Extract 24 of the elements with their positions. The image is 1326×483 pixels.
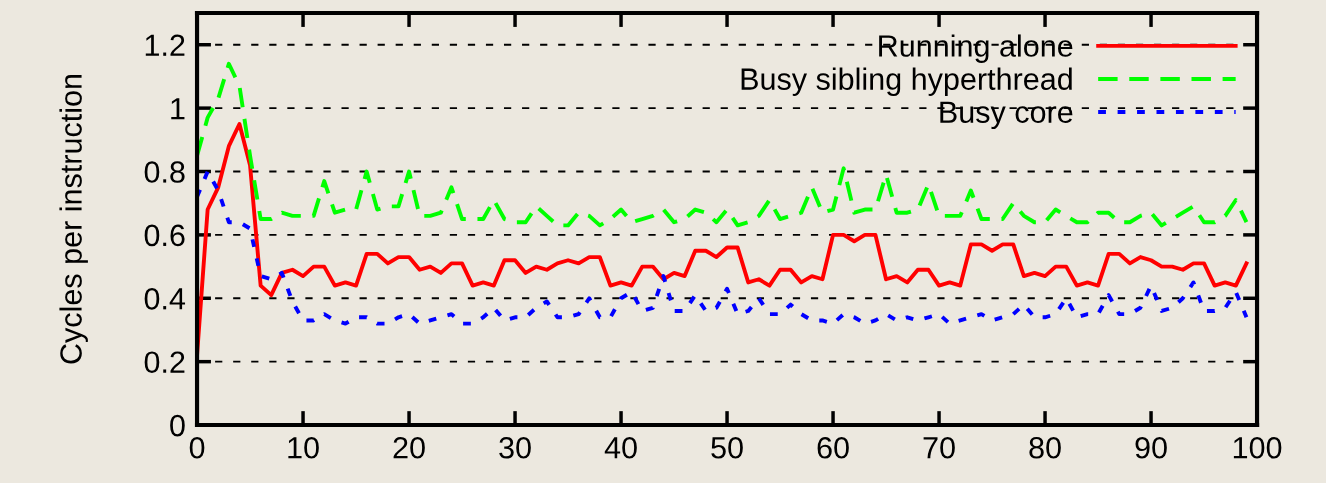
x-tick-label: 60 bbox=[817, 436, 849, 459]
x-tick-label: 0 bbox=[189, 436, 205, 459]
x-tick-label: 40 bbox=[604, 436, 637, 459]
legend-label: Running alone bbox=[879, 34, 1073, 63]
x-tick-label: 20 bbox=[393, 436, 425, 459]
y-tick-label: 1 bbox=[171, 98, 185, 120]
line-series bbox=[197, 61, 1249, 228]
y-tick-label: 0.2 bbox=[144, 351, 185, 374]
x-tick-label: 10 bbox=[288, 436, 319, 459]
y-tick-label: 0.8 bbox=[144, 161, 185, 183]
x-tick-label: 80 bbox=[1029, 436, 1061, 459]
x-tick-label: 30 bbox=[499, 436, 531, 459]
x-tick-label: 50 bbox=[711, 436, 743, 459]
y-axis-title: Cycles per instruction bbox=[59, 74, 88, 364]
y-tick-label: 1.2 bbox=[145, 34, 185, 56]
y-tick-label: 0 bbox=[170, 414, 185, 437]
legend-label: Busy core bbox=[940, 101, 1073, 130]
legend-label: Busy sibling hyperthread bbox=[741, 67, 1072, 96]
y-tick-label: 0.4 bbox=[144, 288, 186, 310]
x-tick-label: 90 bbox=[1135, 436, 1167, 459]
y-tick-label: 0.6 bbox=[144, 224, 185, 247]
x-tick-label: 70 bbox=[923, 436, 955, 459]
x-tick-label: 100 bbox=[1233, 436, 1282, 459]
line-series bbox=[197, 169, 1249, 326]
